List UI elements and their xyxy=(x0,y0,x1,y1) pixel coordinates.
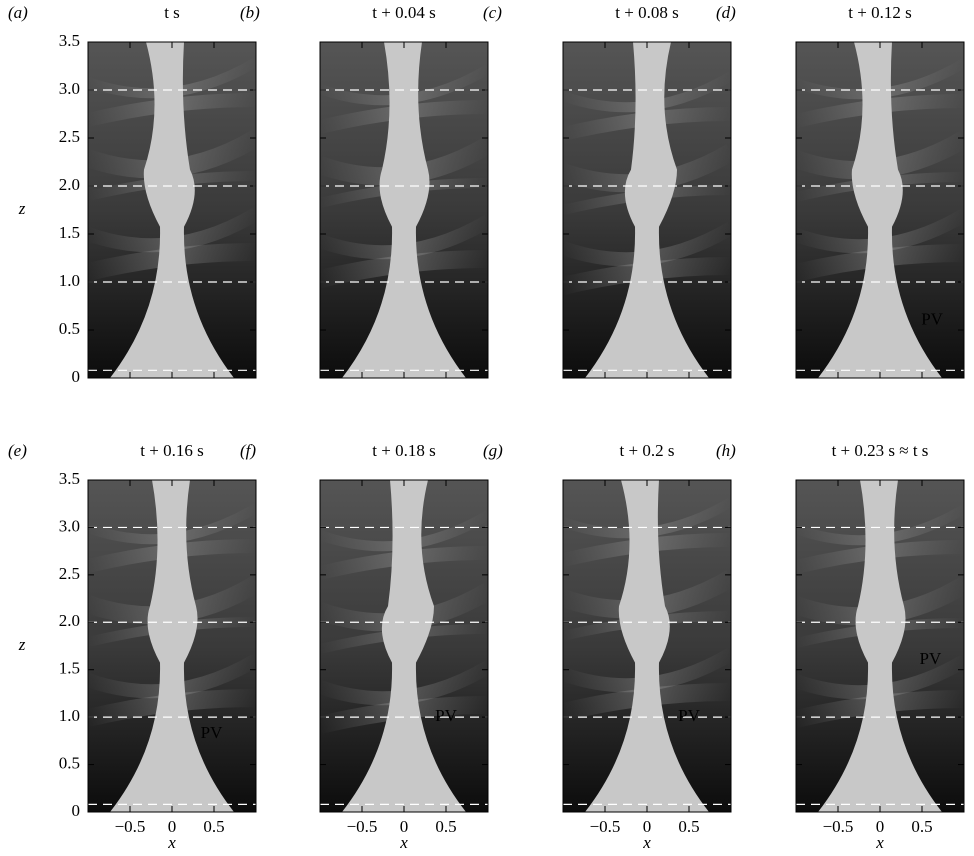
z-tick-label: 2.5 xyxy=(59,127,80,146)
panel-label: (e) xyxy=(8,441,27,460)
z-tick-label: 3.0 xyxy=(59,516,80,535)
panel-label: (h) xyxy=(716,441,736,460)
x-axis-label: x xyxy=(399,833,408,851)
annotation: PV xyxy=(678,706,700,725)
panel-title: t + 0.04 s xyxy=(372,3,435,22)
figure: 0 0.5 1.0 1.5 2.0 2.5 3.0 3.5 z (a) t s (b) t + 0.04… xyxy=(0,0,974,851)
z-tick-label: 3.0 xyxy=(59,79,80,98)
z-tick-label: 0.5 xyxy=(59,753,80,772)
z-tick-label: 1.5 xyxy=(59,659,80,678)
panel-title: t + 0.2 s xyxy=(620,441,675,460)
z-tick-label: 3.5 xyxy=(59,469,80,488)
panel-title: t + 0.23 s ≈ t s xyxy=(832,441,929,460)
panel-title: t + 0.16 s xyxy=(140,441,203,460)
panel-title: t + 0.12 s xyxy=(848,3,911,22)
x-tick-label: 0.5 xyxy=(911,817,932,836)
panel-title: t + 0.18 s xyxy=(372,441,435,460)
panel: 0 0.5 1.0 1.5 2.0 2.5 3.0 3.5 z (a) t s xyxy=(8,3,256,386)
x-axis-label: x xyxy=(167,833,176,851)
x-tick-label: −0.5 xyxy=(115,817,146,836)
z-axis-label: z xyxy=(18,199,26,218)
x-tick-label: −0.5 xyxy=(823,817,854,836)
z-tick-label: 2.0 xyxy=(59,175,80,194)
panel: (b) t + 0.04 s xyxy=(240,3,488,378)
x-axis-label: x xyxy=(642,833,651,851)
panel-title: t s xyxy=(164,3,180,22)
z-tick-label: 1.5 xyxy=(59,223,80,242)
x-tick-label: 0.5 xyxy=(203,817,224,836)
annotation: PV xyxy=(920,649,942,668)
panel-label: (c) xyxy=(483,3,502,22)
z-tick-label: 2.0 xyxy=(59,611,80,630)
x-axis-label: x xyxy=(875,833,884,851)
panel: (d) t + 0.12 s PV xyxy=(716,3,964,378)
z-tick-label: 1.0 xyxy=(59,706,80,725)
z-tick-label: 3.5 xyxy=(59,31,80,50)
z-tick-label: 0.5 xyxy=(59,319,80,338)
x-tick-label: −0.5 xyxy=(347,817,378,836)
annotation: PV xyxy=(921,309,943,328)
z-tick-label: 1.0 xyxy=(59,271,80,290)
panel-label: (f) xyxy=(240,441,256,460)
panel-label: (b) xyxy=(240,3,260,22)
z-axis-label: z xyxy=(18,635,26,654)
z-tick-label: 0 xyxy=(72,801,81,820)
x-tick-label: −0.5 xyxy=(590,817,621,836)
panel: (c) t + 0.08 s xyxy=(483,3,731,378)
annotation: PV xyxy=(435,706,457,725)
x-tick-label: 0.5 xyxy=(678,817,699,836)
panel-label: (a) xyxy=(8,3,28,22)
x-tick-label: 0.5 xyxy=(435,817,456,836)
z-tick-label: 2.5 xyxy=(59,564,80,583)
panel-title: t + 0.08 s xyxy=(615,3,678,22)
annotation: PV xyxy=(201,723,223,742)
panel-label: (d) xyxy=(716,3,736,22)
panel-label: (g) xyxy=(483,441,503,460)
z-tick-label: 0 xyxy=(72,367,81,386)
